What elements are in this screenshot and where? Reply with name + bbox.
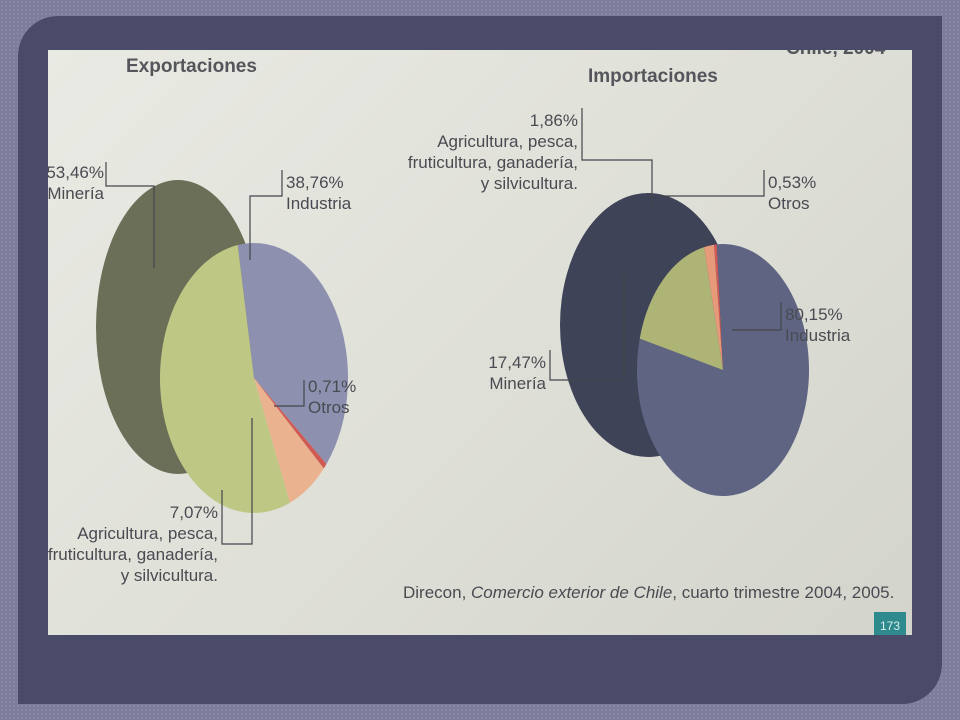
page-number-tab [874, 612, 906, 635]
pie-slice-otros [254, 378, 327, 469]
labels-exportaciones: 38,76% Industria 0,71% Otros 7,07% Agricultur… [48, 162, 356, 585]
leader-line-mineria [105, 162, 155, 268]
slice-percent-industria: 38,76% [286, 173, 344, 192]
slice-label-line: Agricultura, pesca, [437, 132, 578, 151]
pie-importaciones [637, 243, 810, 496]
pie-slice-industria [237, 242, 349, 464]
slice-label-line: Industria [785, 326, 851, 345]
slice-percent-mineria: 17,47% [488, 353, 546, 372]
source-title: Comercio exterior de Chile [471, 583, 672, 602]
slice-percent-agricultura: 1,86% [530, 111, 578, 130]
slice-label-line: Minería [48, 184, 105, 203]
chart-importaciones: Importaciones 0,53% Otros 80,15% Industria 1… [408, 66, 851, 496]
page-number: 173 [880, 619, 900, 633]
slice-percent-otros: 0,53% [768, 173, 816, 192]
leader-line-otros [660, 170, 765, 197]
source-prefix: Direcon, [403, 583, 471, 602]
slice-label-line: Minería [489, 374, 546, 393]
leader-line-otros [274, 380, 305, 407]
slice-label-line: fruticultura, ganadería, [408, 153, 578, 172]
slice-percent-industria: 80,15% [785, 305, 843, 324]
slice-label-industria: 38,76% Industria [286, 173, 352, 213]
leader-line-mineria [549, 274, 625, 381]
slice-label-line: fruticultura, ganadería, [48, 545, 218, 564]
slice-percent-agricultura: 7,07% [170, 503, 218, 522]
leader-line-industria [732, 302, 782, 331]
slice-label-line: Industria [286, 194, 352, 213]
slice-label-agricultura: 7,07% Agricultura, pesca, fruticultura, ga… [48, 503, 218, 585]
slice-label-line: y silvicultura. [481, 174, 578, 193]
slice-label-mineria: 53,46% Minería [48, 163, 105, 203]
pie-slice-mineria [159, 245, 290, 514]
source-suffix: , cuarto trimestre 2004, 2005. [672, 583, 894, 602]
leader-line-agricultura [581, 108, 653, 208]
slice-label-agricultura: 1,86% Agricultura, pesca, fruticultura, ga… [408, 111, 578, 193]
pie-slice-mineria [639, 247, 723, 370]
slice-label-otros: 0,71% Otros [308, 377, 356, 417]
chart-title-exportaciones: Exportaciones [126, 56, 257, 77]
leader-line-industria [249, 170, 283, 260]
pie-slice-otros [714, 244, 723, 370]
slice-percent-mineria: 53,46% [48, 163, 104, 182]
leader-line-agricultura [221, 418, 253, 545]
slice-label-line: Otros [768, 194, 810, 213]
slice-label-line: y silvicultura. [121, 566, 218, 585]
header-fragment: Chile, 2004 [786, 50, 886, 59]
slice-label-line: Agricultura, pesca, [77, 524, 218, 543]
textbook-photo: Chile, 2004 Exportaciones 38,76% Industri… [48, 50, 912, 635]
slice-label-line: Otros [308, 398, 350, 417]
pie-exportaciones [159, 242, 349, 514]
pie-slice-agricultura [254, 378, 324, 503]
source-citation: Direcon, Comercio exterior de Chile, cua… [403, 583, 894, 602]
chart-title-importaciones: Importaciones [588, 66, 718, 87]
slice-label-industria: 80,15% Industria [785, 305, 851, 345]
labels-importaciones: 0,53% Otros 80,15% Industria 17,47% Minería 1,… [408, 108, 851, 393]
pie-charts-figure: Chile, 2004 Exportaciones 38,76% Industri… [48, 50, 906, 635]
chart-exportaciones: Exportaciones 38,76% Industria 0,71% Otros 7… [48, 56, 356, 585]
pie-slice-industria [637, 243, 810, 496]
slice-percent-otros: 0,71% [308, 377, 356, 396]
pie-slice-agricultura [704, 244, 723, 370]
slice-label-mineria: 17,47% Minería [488, 353, 546, 393]
slice-label-otros: 0,53% Otros [768, 173, 816, 213]
